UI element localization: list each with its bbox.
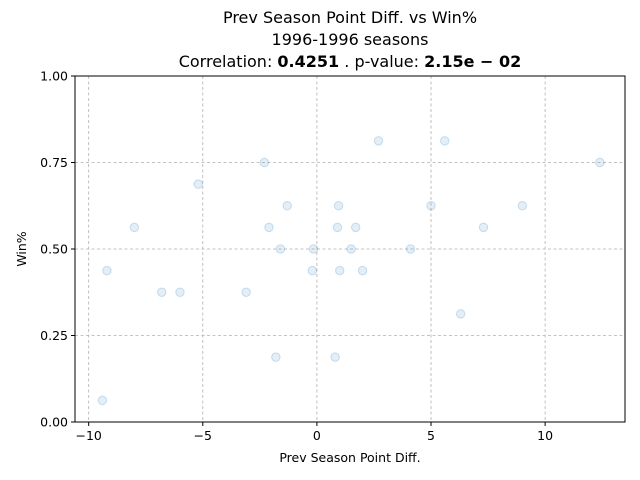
x-tick-label: 0 bbox=[313, 428, 321, 443]
data-point bbox=[517, 201, 528, 211]
data-point bbox=[330, 352, 340, 362]
x-tick-label: −10 bbox=[75, 428, 101, 443]
data-point bbox=[97, 395, 108, 406]
y-axis-label: Win% bbox=[14, 231, 29, 266]
data-point bbox=[333, 201, 344, 211]
data-point bbox=[595, 157, 605, 168]
data-point bbox=[357, 265, 368, 276]
chart-title-line3: Correlation: 0.4251 . p-value: 2.15e − 0… bbox=[179, 52, 522, 71]
data-point bbox=[271, 352, 281, 362]
data-point bbox=[332, 222, 343, 233]
correlation-prefix: Correlation: bbox=[179, 52, 278, 71]
data-points bbox=[97, 136, 605, 406]
data-point bbox=[157, 287, 167, 297]
data-point bbox=[175, 287, 185, 297]
data-point bbox=[351, 222, 361, 233]
data-point bbox=[275, 244, 286, 254]
data-point bbox=[241, 287, 251, 297]
y-tick-label: 0.50 bbox=[40, 242, 68, 257]
data-point bbox=[440, 136, 450, 146]
data-point bbox=[129, 222, 140, 233]
data-point bbox=[405, 244, 416, 254]
y-tick-label: 0.25 bbox=[40, 328, 68, 343]
data-point bbox=[102, 265, 112, 276]
data-point bbox=[308, 244, 319, 254]
y-tick-label: 0.00 bbox=[40, 415, 68, 430]
p-value-value: 2.15e − 02 bbox=[424, 52, 521, 71]
data-point bbox=[426, 201, 436, 211]
data-point bbox=[346, 244, 356, 254]
axes: −10 −5 0 5 10 0.00 0.25 0.50 0.75 1.00 bbox=[40, 69, 626, 443]
data-point bbox=[282, 201, 292, 211]
correlation-value: 0.4251 bbox=[277, 52, 339, 71]
x-tick-label: 5 bbox=[427, 428, 435, 443]
data-point bbox=[264, 222, 274, 233]
x-axis-label: Prev Season Point Diff. bbox=[279, 450, 420, 465]
p-value-prefix: . p-value: bbox=[344, 52, 424, 71]
y-tick-label: 0.75 bbox=[40, 155, 68, 170]
data-point bbox=[373, 136, 384, 146]
data-point bbox=[259, 157, 270, 168]
x-tick-label: 10 bbox=[537, 428, 553, 443]
data-point bbox=[307, 265, 318, 276]
chart-title-line2: 1996-1996 seasons bbox=[272, 30, 429, 49]
x-tick-label: −5 bbox=[194, 428, 212, 443]
data-point bbox=[335, 265, 345, 276]
data-point bbox=[478, 222, 489, 233]
y-tick-label: 1.00 bbox=[40, 69, 68, 84]
data-point bbox=[193, 179, 203, 189]
data-point bbox=[455, 309, 466, 319]
chart-title-line1: Prev Season Point Diff. vs Win% bbox=[223, 8, 477, 27]
